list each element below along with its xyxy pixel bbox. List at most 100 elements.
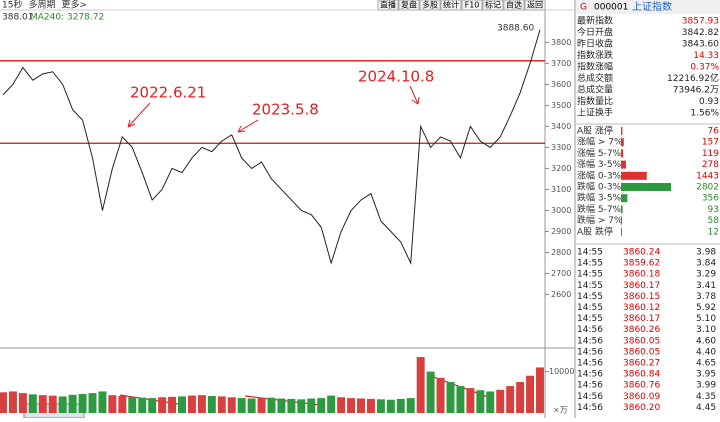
volume-bar [317,398,326,413]
y-tick-label: 3300 [551,143,571,152]
annotation: 2024.10.8 [358,68,434,86]
volume-bar [347,398,356,413]
breadth-bar [621,171,647,180]
quote-label: 最新指数 [577,15,613,27]
toolbar-button[interactable] [398,0,420,11]
volume-bar [476,390,485,413]
toolbar-button-label[interactable]: 返回 [527,1,543,10]
toolbar-button[interactable] [461,0,483,11]
tick-price: 3860.24 [623,248,660,258]
volume-bar [297,399,306,413]
tick-volume: 3.84 [696,259,716,269]
tick-time: 14:56 [577,325,603,335]
volume-bar [516,381,525,413]
volume-bar [277,398,286,413]
tick-volume: 3.29 [696,270,716,280]
quote-label: 指数量比 [577,95,613,107]
toolbar-button-label[interactable]: 多股 [422,0,438,10]
toolbar-button[interactable] [377,0,399,11]
breadth-value: 2802 [696,183,719,193]
volume-bar [88,393,97,413]
toolbar-button[interactable] [503,0,525,11]
volume-bar [168,396,177,413]
tick-time: 14:55 [577,314,603,324]
tick-volume: 4.40 [696,347,716,357]
volume-bar [138,397,147,413]
tick-time: 14:55 [577,248,603,258]
quote-label: 指数涨幅 [577,61,613,73]
breadth-label: 涨幅 3-5% [577,158,622,170]
tick-time: 14:56 [577,381,603,391]
tick-price: 3860.17 [623,314,660,324]
tick-volume: 3.78 [696,292,716,302]
toolbar-button-label[interactable]: 统计 [443,0,459,10]
volume-bar [366,398,375,413]
toolbar-item[interactable]: 更多> [61,0,87,11]
tick-time: 14:55 [577,292,603,302]
toolbar-item[interactable]: 15秒 [2,0,22,11]
tick-price: 3860.27 [623,359,660,369]
tick-volume: 3.98 [696,248,716,258]
y-tick-label: 3700 [551,59,571,68]
volume-bar [257,398,266,413]
tick-price: 3859.62 [623,259,660,269]
breadth-value: 119 [702,149,719,159]
y-tick-label: 2900 [551,227,571,236]
tick-price: 3860.20 [623,403,660,413]
toolbar-button-label[interactable]: 复盘 [401,0,417,10]
toolbar-button-label[interactable]: 标记 [485,0,501,10]
volume-bar [197,395,206,413]
volume-bar [178,396,186,413]
breadth-label: 涨幅 5-7% [577,147,622,159]
volume-bar [237,398,246,413]
toolbar-button-label[interactable]: 直播 [380,0,396,10]
volume-bar [247,398,256,413]
annotation: 2023.5.8 [252,101,319,119]
tick-time: 14:55 [577,259,603,269]
breadth-value: 157 [702,138,719,148]
toolbar-button-label[interactable]: F10 [465,1,480,10]
tick-price: 3860.17 [623,281,660,291]
volume-bar [426,371,435,413]
tick-volume: 5.92 [696,303,716,313]
volume-bar [68,394,77,413]
volume-bar [496,389,505,413]
toolbar-button[interactable] [524,0,546,11]
arrow [409,85,420,105]
panel-header [576,0,720,14]
toolbar-button-label[interactable]: 自选 [506,0,522,10]
tick-time: 14:56 [577,336,603,346]
volume-bar [148,398,157,413]
panel-code: 000001 [594,3,628,13]
volume-bar [227,397,236,413]
tick-time: 14:56 [577,392,603,402]
toolbar-button[interactable] [440,0,462,11]
tick-price: 3860.26 [623,325,660,335]
breadth-value: 278 [702,160,719,170]
volume-bar [386,399,395,413]
toolbar-item[interactable]: 多周期 [28,0,55,11]
volume-bar [8,391,17,413]
tick-price: 3860.84 [623,370,660,380]
breadth-label: 跌幅 5-7% [577,203,622,215]
quote-label: 昨日收盘 [577,38,613,50]
panel-icon: G [580,3,587,13]
breadth-value: 58 [708,216,720,226]
high-label: 3888.60 [497,24,534,34]
tick-volume: 4.45 [696,403,716,413]
breadth-label: 涨幅 > 7% [577,136,623,148]
quote-label: 总成交量 [577,84,613,96]
arrow [127,102,151,128]
volume-bar [158,397,167,413]
volume-bar [118,396,127,413]
quote-value: 73946.2万 [673,86,719,96]
volume-bar [526,375,535,413]
toolbar-button[interactable] [482,0,504,11]
arrow [237,119,259,133]
quote-label: 总成交额 [577,72,613,84]
volume-bar [28,394,37,413]
toolbar-button[interactable] [419,0,441,11]
tick-volume: 4.65 [696,359,716,369]
breadth-label: A股 涨停 [577,125,613,137]
quote-value: 12216.92亿 [667,72,719,84]
